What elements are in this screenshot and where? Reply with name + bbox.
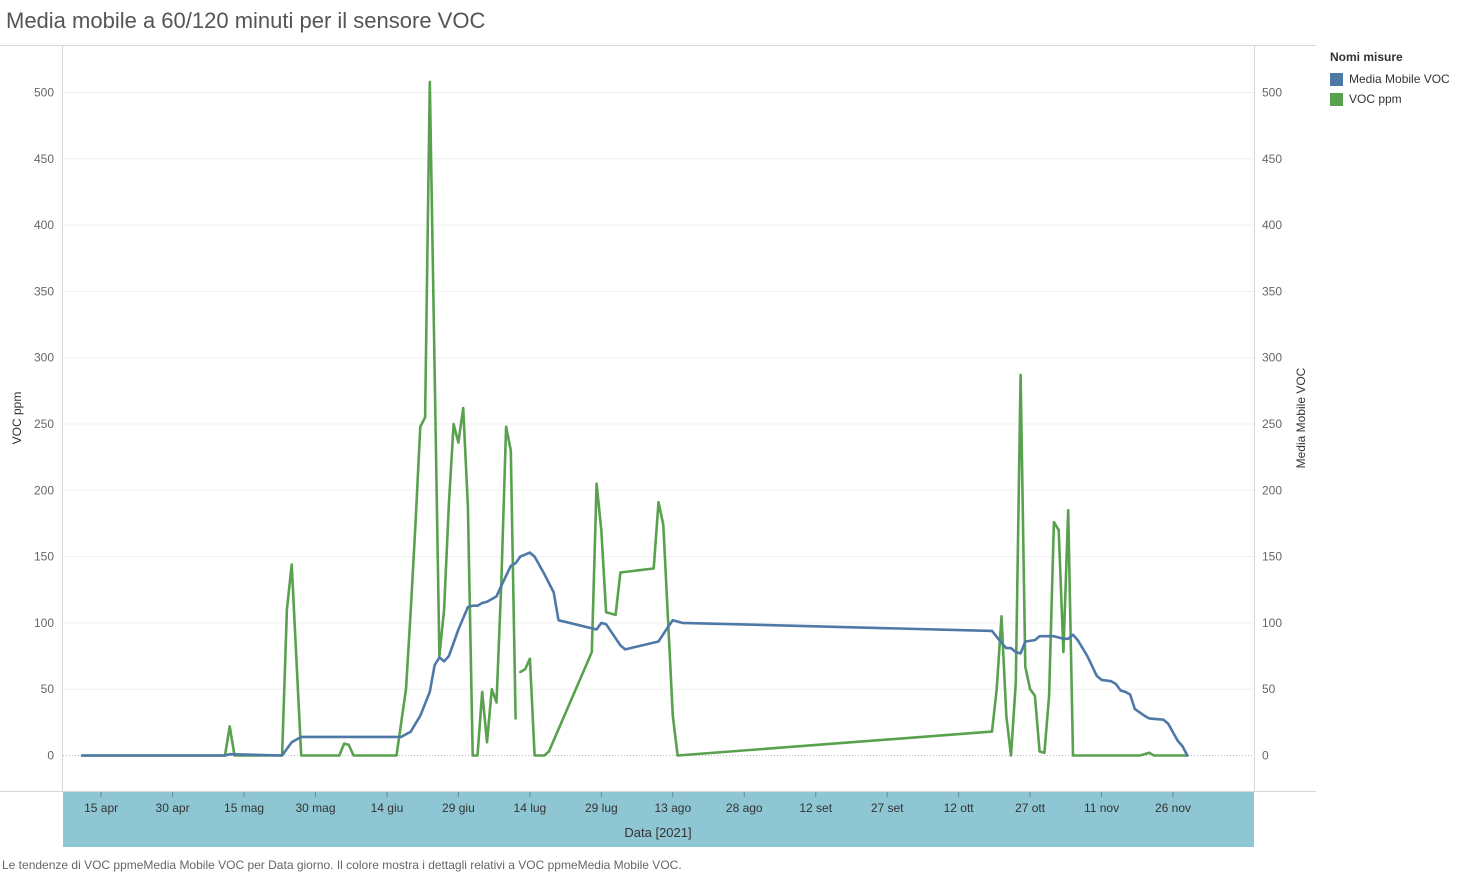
x-tick-label: 27 ott [1015, 801, 1046, 815]
x-tick-label: 15 mag [224, 801, 264, 815]
series-layer [80, 80, 1189, 757]
x-tick-label: 13 ago [654, 801, 691, 815]
chart-bottom-divider [0, 791, 1316, 792]
series-line-voc-ppm[interactable] [518, 373, 1189, 757]
legend-item-media-mobile[interactable]: Media Mobile VOC [1330, 69, 1450, 89]
x-tick-label: 29 giu [442, 801, 475, 815]
y-tick-label-left: 250 [34, 417, 54, 431]
legend: Nomi misure Media Mobile VOC VOC ppm [1330, 50, 1450, 109]
legend-swatch-voc-ppm [1330, 92, 1343, 106]
y-tick-label-left: 450 [34, 152, 54, 166]
y-tick-label-left: 100 [34, 616, 54, 630]
y-axis-right-label: Media Mobile VOC [1294, 367, 1308, 468]
x-tick-label: 14 giu [371, 801, 404, 815]
y-axis-left-ticks: 0 50 100 150 200 250 300 350 400 450 500 [34, 86, 54, 763]
y-tick-label-right: 0 [1262, 749, 1269, 763]
series-line-voc-ppm[interactable] [80, 80, 517, 757]
series-line-media-mobile-voc[interactable] [80, 551, 1189, 757]
x-axis-label: Data [2021] [624, 825, 691, 840]
y-tick-label-right: 400 [1262, 218, 1282, 232]
y-tick-label-right: 250 [1262, 417, 1282, 431]
y-tick-label-left: 50 [41, 682, 55, 696]
legend-swatch-media-mobile [1330, 72, 1343, 86]
x-tick-label: 29 lug [585, 801, 618, 815]
chart-title: Media mobile a 60/120 minuti per il sens… [6, 8, 486, 33]
y-axis-right-ticks: 0 50 100 150 200 250 300 350 400 450 500 [1262, 86, 1282, 763]
legend-label-media-mobile: Media Mobile VOC [1349, 72, 1450, 86]
y-tick-label-left: 400 [34, 218, 54, 232]
title-divider [0, 45, 1316, 46]
x-tick-label: 12 ott [944, 801, 975, 815]
y-tick-label-right: 300 [1262, 351, 1282, 365]
y-tick-label-right: 200 [1262, 483, 1282, 497]
y-tick-label-left: 350 [34, 284, 54, 298]
x-axis-band [63, 792, 1254, 847]
legend-title: Nomi misure [1330, 50, 1403, 64]
gridlines [63, 92, 1254, 690]
x-tick-label: 15 apr [84, 801, 118, 815]
y-axis-left-label: VOC ppm [10, 392, 24, 445]
x-tick-label: 28 ago [726, 801, 763, 815]
y-tick-label-right: 350 [1262, 284, 1282, 298]
y-tick-label-right: 100 [1262, 616, 1282, 630]
y-tick-label-right: 450 [1262, 152, 1282, 166]
x-tick-label: 30 apr [156, 801, 190, 815]
x-tick-label: 30 mag [295, 801, 335, 815]
y-tick-label-left: 0 [47, 749, 54, 763]
x-axis-ticks: 15 apr 30 apr 15 mag 30 mag 14 giu 29 giu 14 l… [84, 792, 1191, 815]
y-tick-label-left: 200 [34, 483, 54, 497]
y-tick-label-right: 50 [1262, 682, 1276, 696]
y-tick-label-left: 150 [34, 550, 54, 564]
x-tick-label: 12 set [799, 801, 832, 815]
x-tick-label: 14 lug [514, 801, 547, 815]
x-tick-label: 26 nov [1155, 801, 1191, 815]
y-tick-label-right: 500 [1262, 86, 1282, 100]
legend-item-voc-ppm[interactable]: VOC ppm [1330, 89, 1450, 109]
chart-caption: Le tendenze di VOC ppmeMedia Mobile VOC … [2, 858, 682, 872]
y-tick-label-left: 500 [34, 86, 54, 100]
x-tick-label: 11 nov [1084, 801, 1119, 815]
legend-label-voc-ppm: VOC ppm [1349, 92, 1402, 106]
chart-area: 0 50 100 150 200 250 300 350 400 450 500 0 50 100 150… [10, 46, 1308, 847]
y-tick-label-right: 150 [1262, 550, 1282, 564]
x-tick-label: 27 set [871, 801, 904, 815]
y-tick-label-left: 300 [34, 351, 54, 365]
